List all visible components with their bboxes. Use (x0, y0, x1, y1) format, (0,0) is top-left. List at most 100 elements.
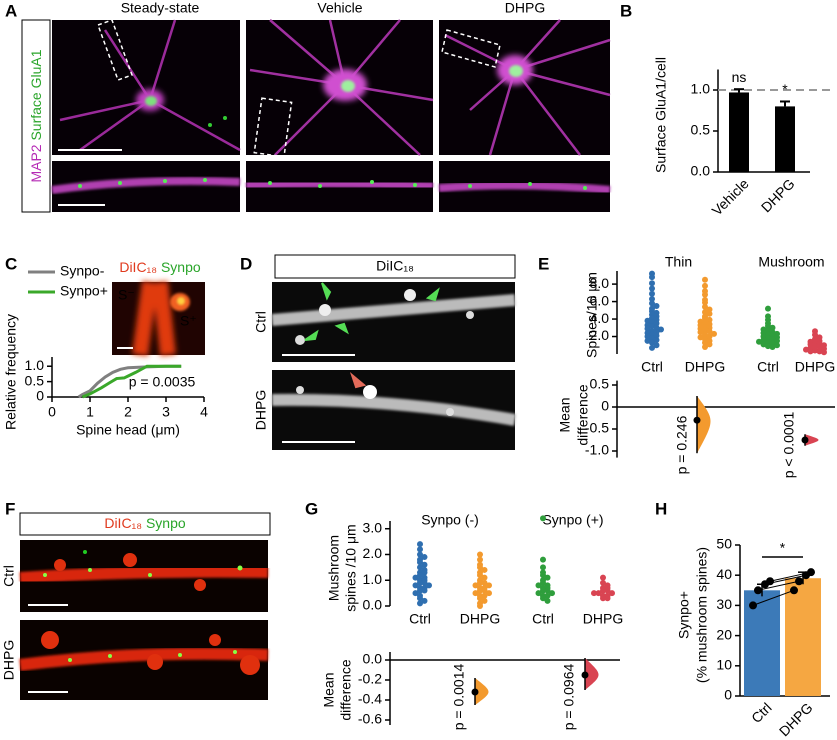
data-point (644, 333, 651, 340)
data-point (706, 306, 713, 313)
data-point (540, 556, 546, 563)
spine-label: S⁻ (118, 287, 135, 303)
data-point (609, 590, 615, 597)
data-point (812, 347, 818, 354)
group-title: Synpo (-) (421, 512, 479, 528)
panel-label: C (5, 254, 17, 273)
data-point (417, 559, 423, 566)
data-point (477, 587, 483, 594)
x-axis-label: Spine head (μm) (76, 422, 180, 438)
data-point (486, 590, 492, 597)
data-point (653, 337, 660, 344)
micrograph (52, 19, 241, 155)
panel-label: D (240, 254, 252, 273)
data-point (653, 324, 660, 331)
data-point (774, 337, 780, 344)
y-tick-label: 6.0 (590, 292, 610, 308)
data-point (481, 566, 488, 573)
data-point (706, 316, 713, 323)
data-point (765, 343, 771, 350)
micrograph (112, 280, 205, 357)
data-point (702, 309, 708, 316)
data-point (417, 572, 423, 579)
data-point (421, 554, 428, 561)
data-point (540, 595, 546, 602)
data-point (540, 572, 546, 579)
data-point (706, 341, 713, 348)
data-point (702, 282, 708, 289)
data-point (649, 290, 655, 297)
micrograph (271, 282, 516, 362)
data-point (477, 572, 483, 579)
y-axis-label: Relative frequency (3, 314, 19, 430)
y-tick-label: -0.6 (358, 711, 382, 727)
y-tick-label: 30 (716, 596, 732, 612)
y-axis-label: Surface GluA1/cell (653, 57, 669, 173)
data-point (765, 305, 771, 312)
x-tick-label: Ctrl (757, 359, 779, 375)
y-tick-label: 0.5 (590, 376, 610, 392)
x-tick-label: 1 (86, 404, 94, 420)
inset-title: DiIC₁₈ Synpo (119, 259, 201, 275)
x-tick-label: DHPG (460, 611, 500, 627)
group-title: Synpo (+) (542, 512, 603, 528)
data-point (481, 597, 488, 604)
data-point (426, 582, 432, 589)
y-tick-label: 0.5 (691, 122, 711, 138)
data-point (702, 303, 708, 310)
data-point (649, 300, 655, 307)
y-axis-label: spines /10 μm (343, 524, 359, 611)
data-point (706, 333, 713, 340)
data-point (417, 546, 423, 553)
data-point (477, 551, 483, 558)
y-tick-label: -1.0 (585, 442, 609, 458)
data-point (653, 332, 660, 339)
data-point (477, 603, 483, 609)
data-point (481, 579, 488, 586)
data-point (540, 515, 546, 522)
column-title: Steady-state (121, 0, 200, 16)
data-point (653, 302, 660, 309)
mean-difference (693, 416, 701, 424)
bootstrap-distribution (585, 658, 599, 690)
data-point (591, 590, 597, 597)
header: DiIC₁₈ (376, 258, 414, 274)
data-point (477, 564, 483, 571)
data-point (658, 326, 664, 333)
data-point (702, 327, 708, 334)
data-point (790, 586, 798, 595)
data-point (477, 595, 483, 602)
y-tick-label: -0.5 (585, 420, 609, 436)
data-point (481, 574, 488, 581)
data-point (417, 541, 423, 548)
micrograph (439, 19, 611, 156)
y-axis-label: Spines/10 μm (584, 272, 600, 358)
data-point (600, 574, 606, 581)
mean-difference (801, 436, 809, 444)
y-tick-label: 3.0 (363, 519, 383, 535)
data-point (421, 579, 428, 586)
data-point (540, 587, 546, 594)
y-tick-label: 0 (601, 398, 609, 414)
y-tick-label: -0.4 (358, 691, 382, 707)
data-point (702, 315, 708, 322)
y-tick-label: 20 (716, 626, 732, 642)
annotation: * (780, 540, 786, 556)
micrograph (271, 370, 517, 450)
stain-1: DiIC₁₈ (104, 515, 142, 531)
data-point (706, 310, 713, 317)
data-point (706, 328, 713, 335)
data-point (812, 331, 818, 338)
stain-2: Synpo (161, 259, 201, 275)
data-point (816, 348, 823, 355)
data-point (649, 339, 655, 346)
data-point (644, 325, 651, 332)
data-point (544, 592, 551, 599)
group-title: Thin (665, 254, 692, 270)
bar (775, 106, 795, 172)
p-value: p < 0.0001 (781, 412, 797, 479)
data-point (769, 336, 776, 343)
data-point (766, 577, 774, 586)
series-line (81, 364, 182, 399)
y-axis-label: Mushroom (326, 535, 342, 601)
